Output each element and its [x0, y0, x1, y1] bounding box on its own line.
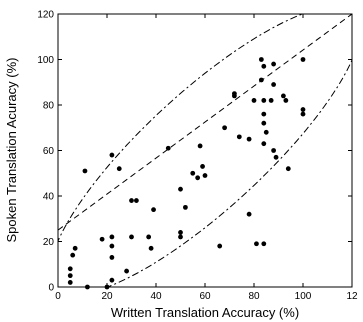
- scatter-point: [261, 120, 267, 126]
- scatter-point: [109, 277, 115, 283]
- x-tick-label: 0: [55, 291, 61, 302]
- scatter-point: [195, 175, 201, 181]
- scatter-point: [246, 211, 252, 217]
- y-tick-label: 120: [37, 10, 54, 21]
- scatter-point: [261, 63, 267, 69]
- scatter-point: [134, 198, 139, 203]
- scatter-point: [281, 93, 286, 99]
- scatter-point: [271, 61, 276, 67]
- scatter-point: [178, 234, 183, 240]
- scatter-point: [236, 134, 242, 140]
- scatter-point: [178, 186, 183, 192]
- scatter-point: [258, 77, 264, 83]
- x-tick-label: 40: [150, 291, 162, 302]
- y-axis-ticks: 0 20 40 60 80 100 120: [37, 10, 352, 294]
- scatter-point: [148, 245, 154, 251]
- scatter-point: [300, 107, 306, 112]
- scatter-point: [82, 168, 88, 174]
- x-axis-label: Written Translation Accuracy (%): [111, 305, 299, 320]
- scatter-point: [109, 234, 115, 240]
- y-axis-label: Spoken Translation Acuracy (%): [4, 58, 19, 243]
- scatter-point: [200, 164, 205, 169]
- scatter-point: [72, 245, 78, 251]
- scatter-point: [67, 280, 73, 285]
- scatter-point: [183, 204, 188, 210]
- scatter-point: [124, 268, 129, 274]
- x-axis-ticks: 0 20 40 60 80 100 12: [55, 14, 358, 302]
- scatter-point: [261, 98, 267, 103]
- y-tick-label: 20: [43, 237, 55, 248]
- scatter-point: [251, 98, 257, 103]
- scatter-point: [109, 255, 115, 260]
- confidence-ellipse: [58, 14, 352, 287]
- regression-line: [58, 14, 352, 231]
- scatter-point: [70, 252, 76, 258]
- scatter-point: [300, 111, 306, 117]
- scatter-point: [246, 136, 252, 142]
- plot-overlays: [58, 14, 352, 287]
- scatter-point: [129, 234, 134, 240]
- scatter-point: [197, 143, 203, 149]
- scatter-point: [254, 241, 259, 247]
- scatter-point: [271, 82, 276, 87]
- scatter-point: [273, 154, 279, 160]
- scatter-point: [271, 148, 276, 153]
- x-tick-label: 12: [346, 291, 358, 302]
- scatter-point: [190, 170, 196, 176]
- y-tick-label: 60: [43, 146, 55, 157]
- scatter-point: [109, 243, 115, 249]
- scatter-point: [268, 98, 274, 103]
- x-tick-label: 100: [295, 291, 312, 302]
- y-tick-label: 100: [37, 55, 54, 66]
- scatter-point: [261, 141, 267, 147]
- y-tick-label: 0: [48, 283, 54, 294]
- scatter-point: [99, 236, 105, 242]
- scatter-point: [67, 273, 73, 279]
- scatter-point: [217, 243, 223, 249]
- plot-frame: [57, 13, 353, 288]
- scatter-point: [129, 198, 134, 203]
- scatter-point: [261, 111, 267, 117]
- x-tick-label: 20: [101, 291, 113, 302]
- scatter-point: [283, 98, 289, 103]
- scatter-point: [109, 152, 115, 158]
- scatter-point: [261, 241, 267, 247]
- y-tick-label: 40: [43, 192, 55, 203]
- scatter-point: [67, 266, 73, 272]
- scatter-point: [202, 173, 208, 178]
- scatter-point: [263, 129, 269, 135]
- scatter-point: [300, 57, 306, 62]
- y-tick-label: 80: [43, 101, 55, 112]
- scatter-point: [285, 166, 291, 172]
- data-points: [67, 57, 306, 290]
- scatter-point: [146, 234, 152, 240]
- scatter-point: [151, 207, 156, 213]
- x-tick-label: 80: [248, 291, 260, 302]
- scatter-point: [165, 145, 171, 151]
- scatter-point: [258, 57, 264, 62]
- x-tick-label: 60: [199, 291, 211, 302]
- scatter-point: [178, 230, 183, 235]
- scatter-point: [222, 125, 228, 131]
- scatter-point: [116, 166, 122, 172]
- scatter-point: [232, 93, 237, 99]
